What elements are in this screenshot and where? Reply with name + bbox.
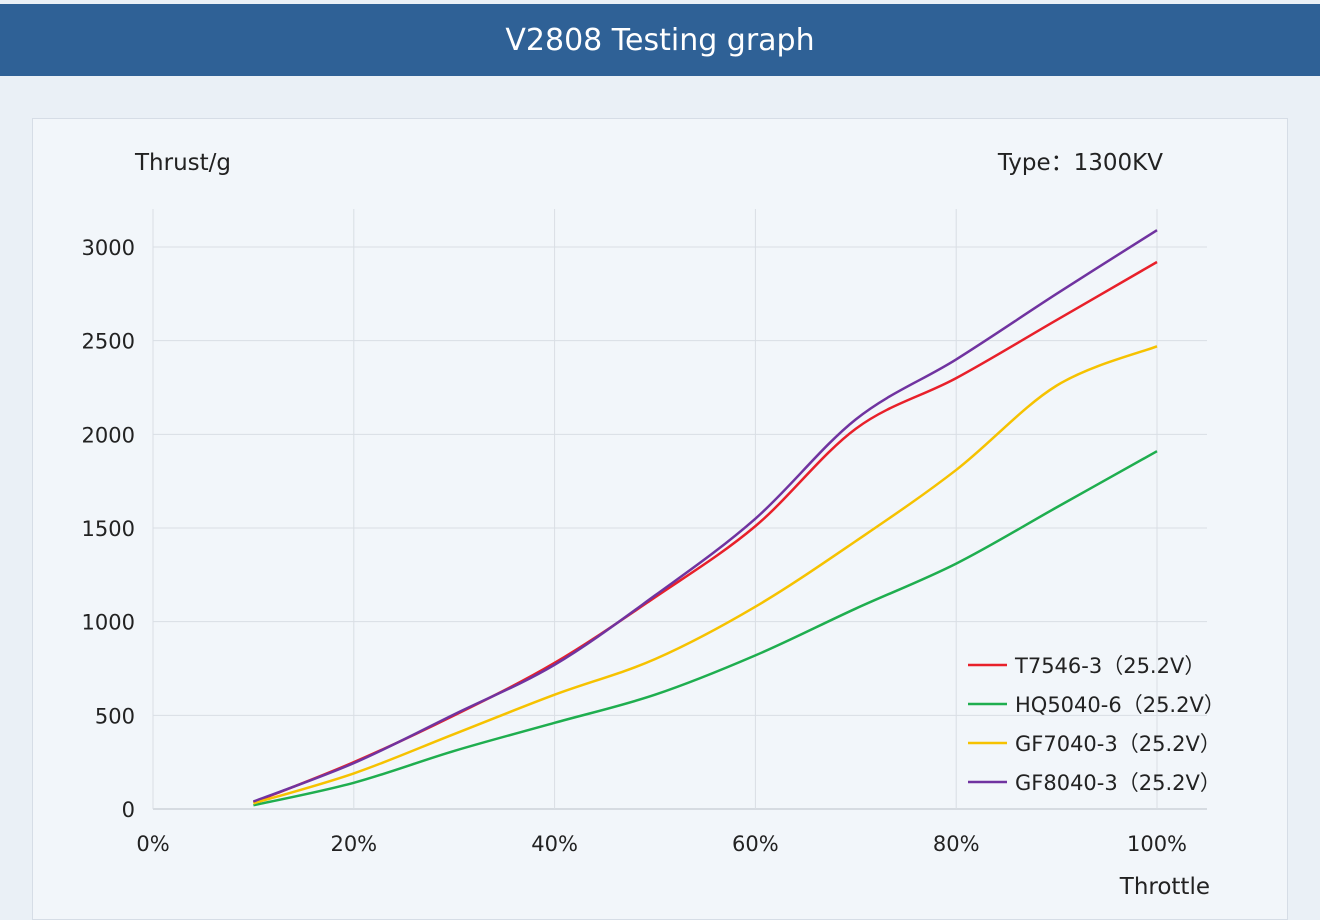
legend-label: GF8040-3（25.2V）	[1015, 771, 1221, 795]
x-tick-label: 20%	[330, 832, 377, 856]
x-tick-label: 80%	[933, 832, 980, 856]
type-annotation: Type：1300KV	[997, 150, 1163, 176]
y-tick-label: 2000	[82, 423, 135, 447]
legend-label: HQ5040-6（25.2V）	[1015, 693, 1225, 717]
legend-label: T7546-3（25.2V）	[1014, 654, 1205, 678]
x-tick-label: 60%	[732, 832, 779, 856]
chart-header: V2808 Testing graph	[0, 4, 1320, 76]
x-tick-label: 100%	[1127, 832, 1187, 856]
series-line-1	[253, 450, 1158, 807]
y-axis-label: Thrust/g	[134, 150, 231, 176]
y-tick-label: 3000	[82, 236, 135, 260]
x-tick-label: 40%	[531, 832, 578, 856]
x-axis-label: Throttle	[1119, 874, 1210, 900]
y-tick-label: 2500	[82, 330, 135, 354]
y-tick-label: 0	[122, 798, 135, 822]
series-line-3	[252, 229, 1158, 803]
y-tick-label: 500	[95, 704, 135, 728]
y-tick-label: 1500	[82, 517, 135, 541]
y-tick-label: 1000	[82, 611, 135, 635]
chart-title: V2808 Testing graph	[505, 22, 815, 58]
series-line-2	[253, 345, 1158, 805]
chart-panel	[32, 118, 1288, 920]
x-tick-label: 0%	[136, 832, 169, 856]
legend-label: GF7040-3（25.2V）	[1015, 732, 1221, 756]
series-line-0	[252, 260, 1158, 804]
